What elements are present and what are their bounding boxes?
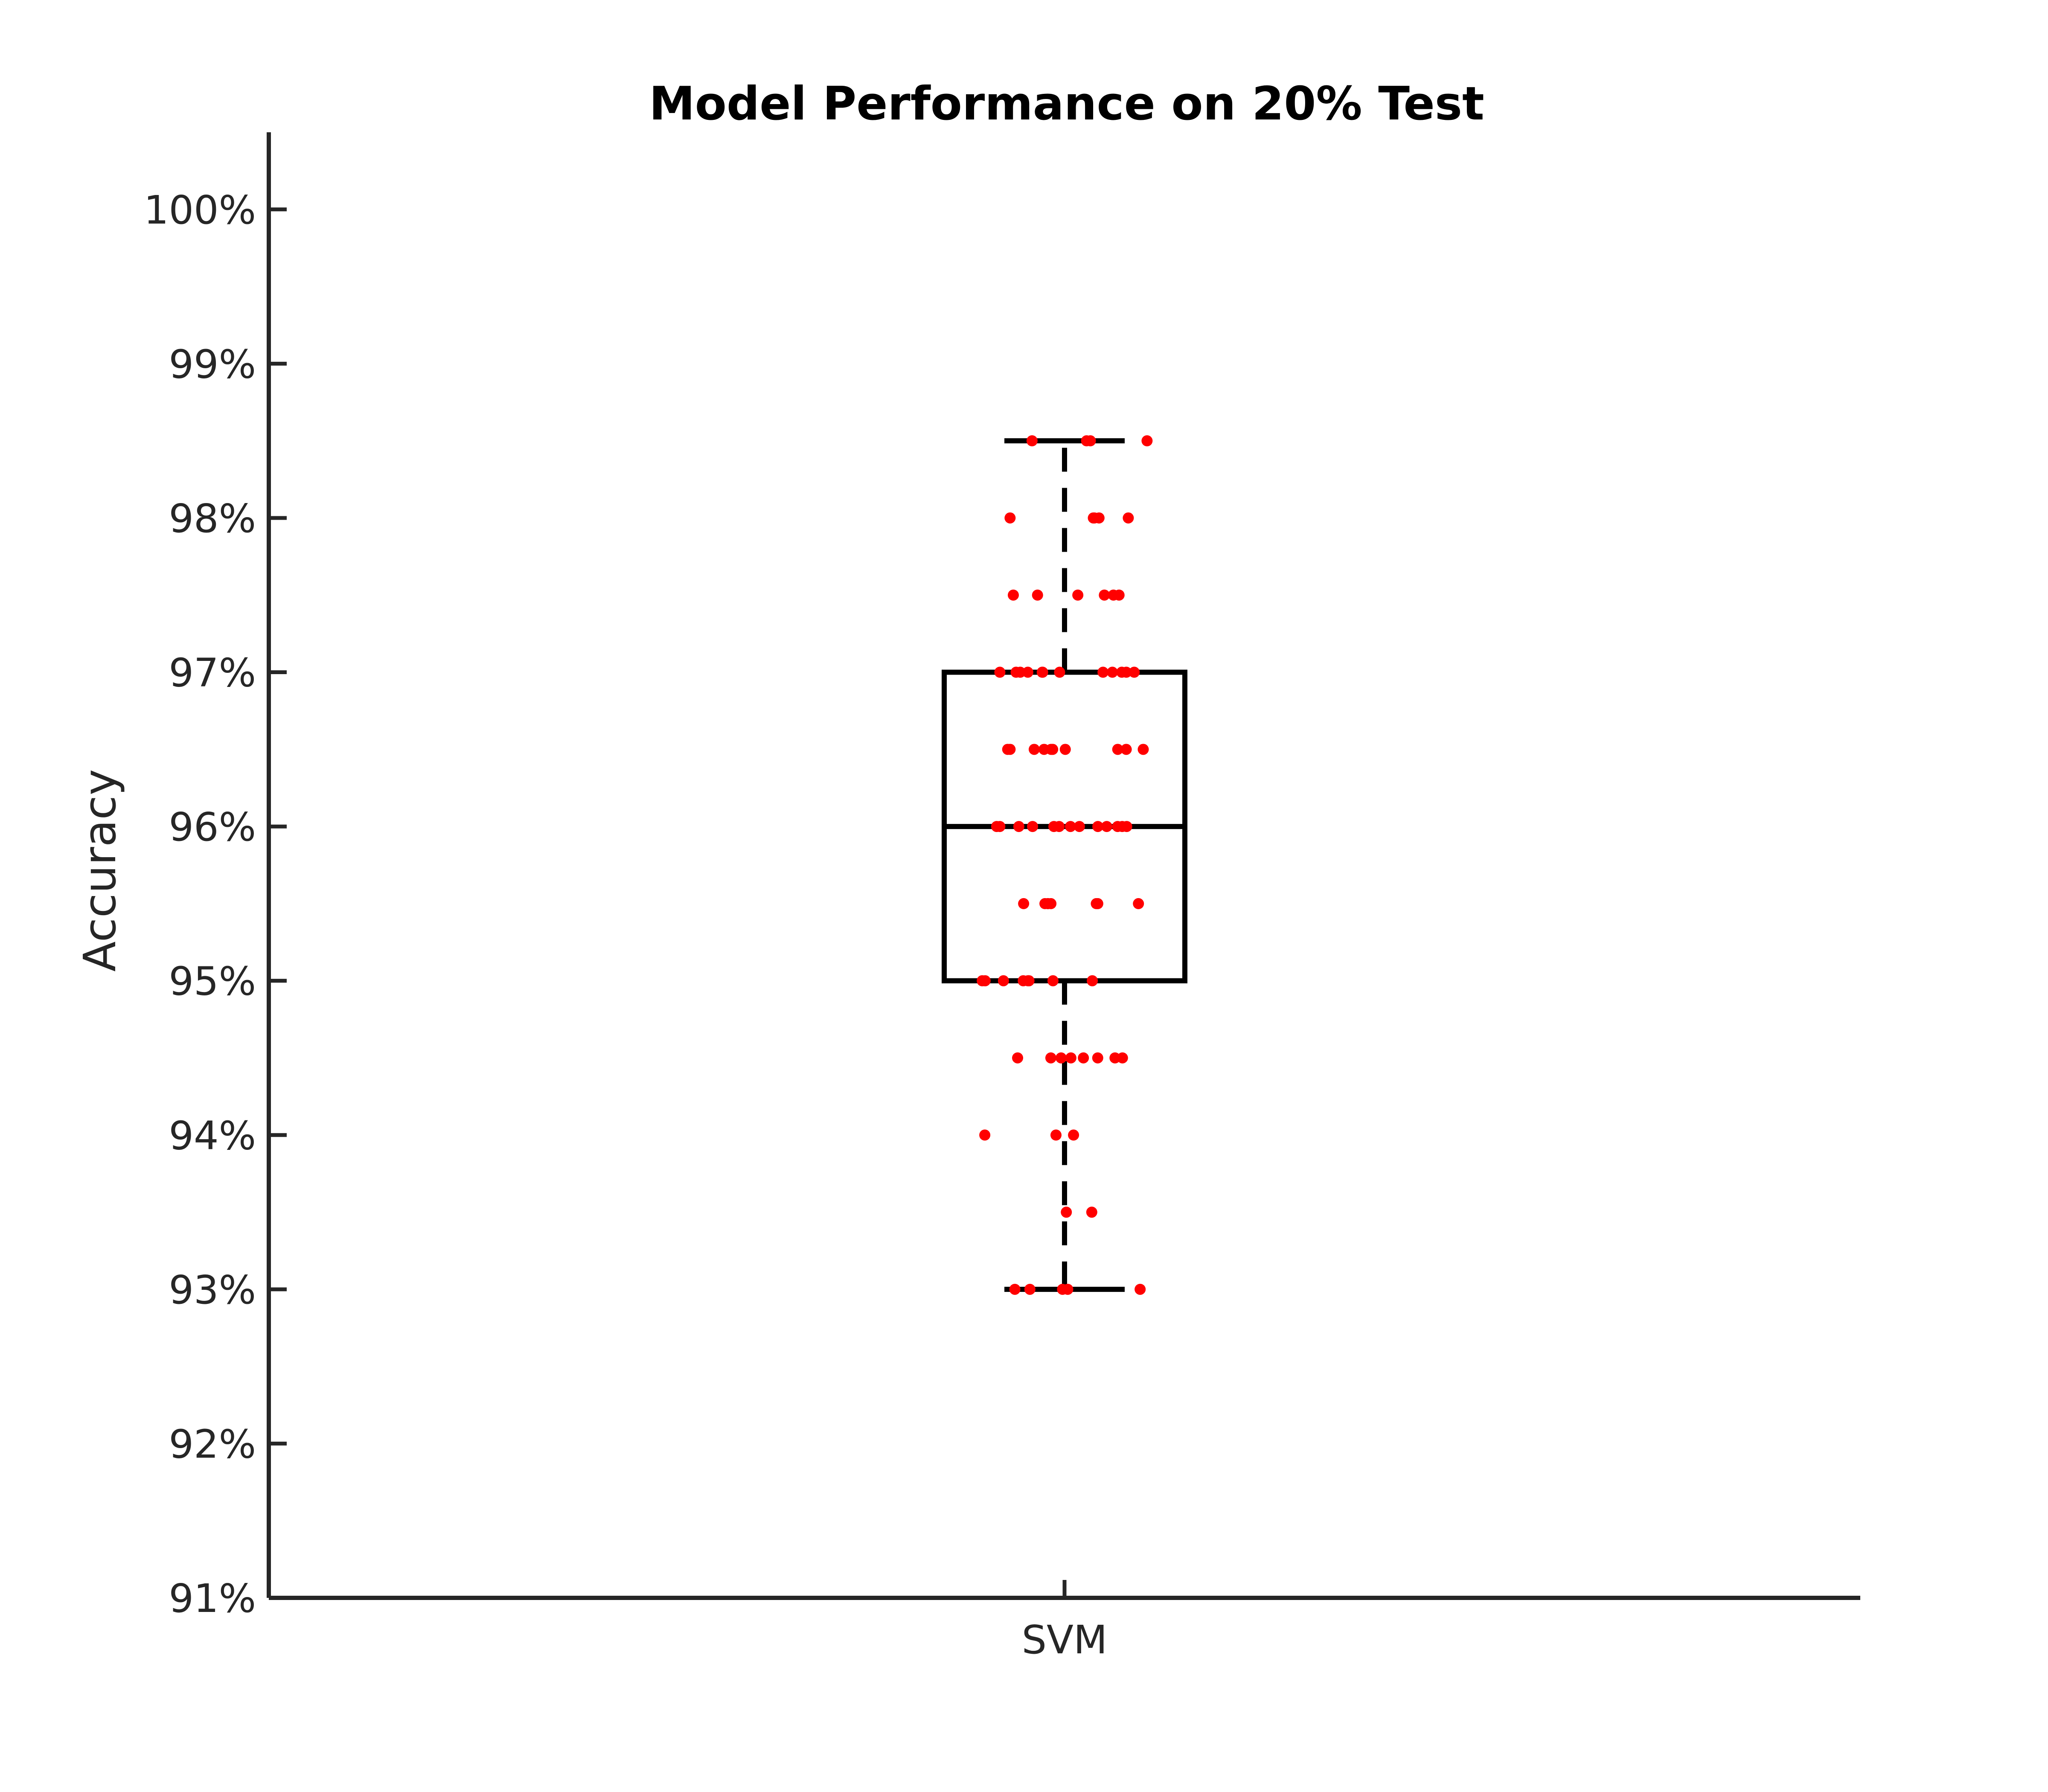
- data-point: [1026, 435, 1038, 447]
- data-point: [1065, 1052, 1076, 1064]
- data-point: [1137, 744, 1149, 755]
- data-point: [1133, 898, 1144, 909]
- chart-title: Model Performance on 20% Test: [649, 77, 1484, 131]
- data-point: [1086, 1207, 1097, 1218]
- data-point: [1002, 744, 1013, 755]
- data-point: [1065, 821, 1076, 832]
- data-point: [1048, 821, 1060, 832]
- data-point: [1037, 666, 1048, 678]
- data-point: [1024, 1283, 1036, 1295]
- data-point: [1004, 512, 1016, 524]
- data-point: [991, 821, 1002, 832]
- data-point: [1073, 821, 1085, 832]
- data-point: [1059, 744, 1071, 755]
- data-point: [1092, 1052, 1103, 1064]
- y-tick-label: 98%: [169, 496, 256, 541]
- data-point: [1039, 744, 1050, 755]
- y-axis-label: Accuracy: [74, 769, 126, 972]
- data-point: [1007, 589, 1019, 601]
- data-point: [1055, 1052, 1067, 1064]
- data-point: [1093, 512, 1105, 524]
- data-point: [1135, 1283, 1146, 1295]
- data-point: [1027, 821, 1039, 832]
- data-point: [1081, 435, 1092, 447]
- data-point: [1123, 512, 1134, 524]
- data-point: [1107, 666, 1118, 678]
- data-point: [1117, 821, 1128, 832]
- data-point: [1072, 589, 1084, 601]
- data-points: [977, 435, 1153, 1295]
- data-point: [1099, 589, 1110, 601]
- data-point: [1022, 975, 1034, 986]
- y-tick-label: 96%: [169, 804, 256, 850]
- axis-ticks: 91% 92% 93% 94% 95% 96% 97% 98% 99% 100% SVM: [144, 187, 1107, 1663]
- data-point: [1108, 589, 1119, 601]
- data-point: [1022, 666, 1033, 678]
- data-point: [1061, 1207, 1072, 1218]
- y-tick-label: 93%: [169, 1267, 256, 1313]
- data-point: [1101, 821, 1112, 832]
- data-point: [1012, 1052, 1024, 1064]
- data-point: [1062, 1283, 1073, 1295]
- axes: [267, 132, 1860, 1600]
- y-tick-label: 99%: [169, 341, 256, 387]
- data-point: [1120, 744, 1132, 755]
- data-point: [1129, 666, 1140, 678]
- data-point: [1010, 666, 1022, 678]
- data-point: [977, 975, 988, 986]
- data-point: [994, 666, 1006, 678]
- data-point: [1050, 1129, 1062, 1141]
- data-point: [1047, 975, 1059, 986]
- data-point: [1047, 744, 1059, 755]
- y-tick-label: 91%: [169, 1576, 256, 1621]
- data-point: [1045, 898, 1057, 909]
- data-point: [979, 1129, 991, 1141]
- data-point: [1092, 898, 1103, 909]
- data-point: [1018, 898, 1030, 909]
- data-point: [998, 975, 1009, 986]
- data-point: [1032, 589, 1043, 601]
- data-point: [1054, 666, 1065, 678]
- data-point: [1009, 1283, 1021, 1295]
- data-point: [1112, 744, 1123, 755]
- data-point: [1087, 975, 1098, 986]
- data-point: [1045, 1052, 1056, 1064]
- x-tick-label: SVM: [1022, 1617, 1108, 1663]
- y-tick-label: 92%: [169, 1421, 256, 1467]
- data-point: [1092, 821, 1104, 832]
- data-point: [1117, 1052, 1128, 1064]
- y-tick-label: 100%: [144, 187, 256, 233]
- data-point: [1116, 666, 1128, 678]
- y-tick-label: 97%: [169, 650, 256, 696]
- data-point: [1068, 1129, 1079, 1141]
- y-tick-label: 95%: [169, 959, 256, 1004]
- y-tick-label: 94%: [169, 1113, 256, 1158]
- data-point: [1028, 744, 1040, 755]
- data-point: [1141, 435, 1153, 447]
- data-point: [1097, 666, 1109, 678]
- svm-boxplot: [942, 438, 1187, 1292]
- data-point: [1013, 821, 1024, 832]
- data-point: [1078, 1052, 1089, 1064]
